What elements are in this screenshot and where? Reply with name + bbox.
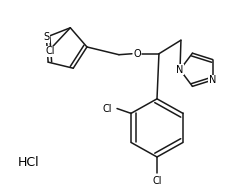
Text: N: N (209, 75, 216, 85)
Text: N: N (176, 65, 184, 75)
Text: Cl: Cl (46, 46, 55, 56)
Text: HCl: HCl (18, 156, 40, 169)
Text: Cl: Cl (152, 176, 162, 186)
Text: O: O (133, 49, 141, 59)
Text: Cl: Cl (102, 104, 112, 113)
Text: S: S (43, 32, 49, 42)
